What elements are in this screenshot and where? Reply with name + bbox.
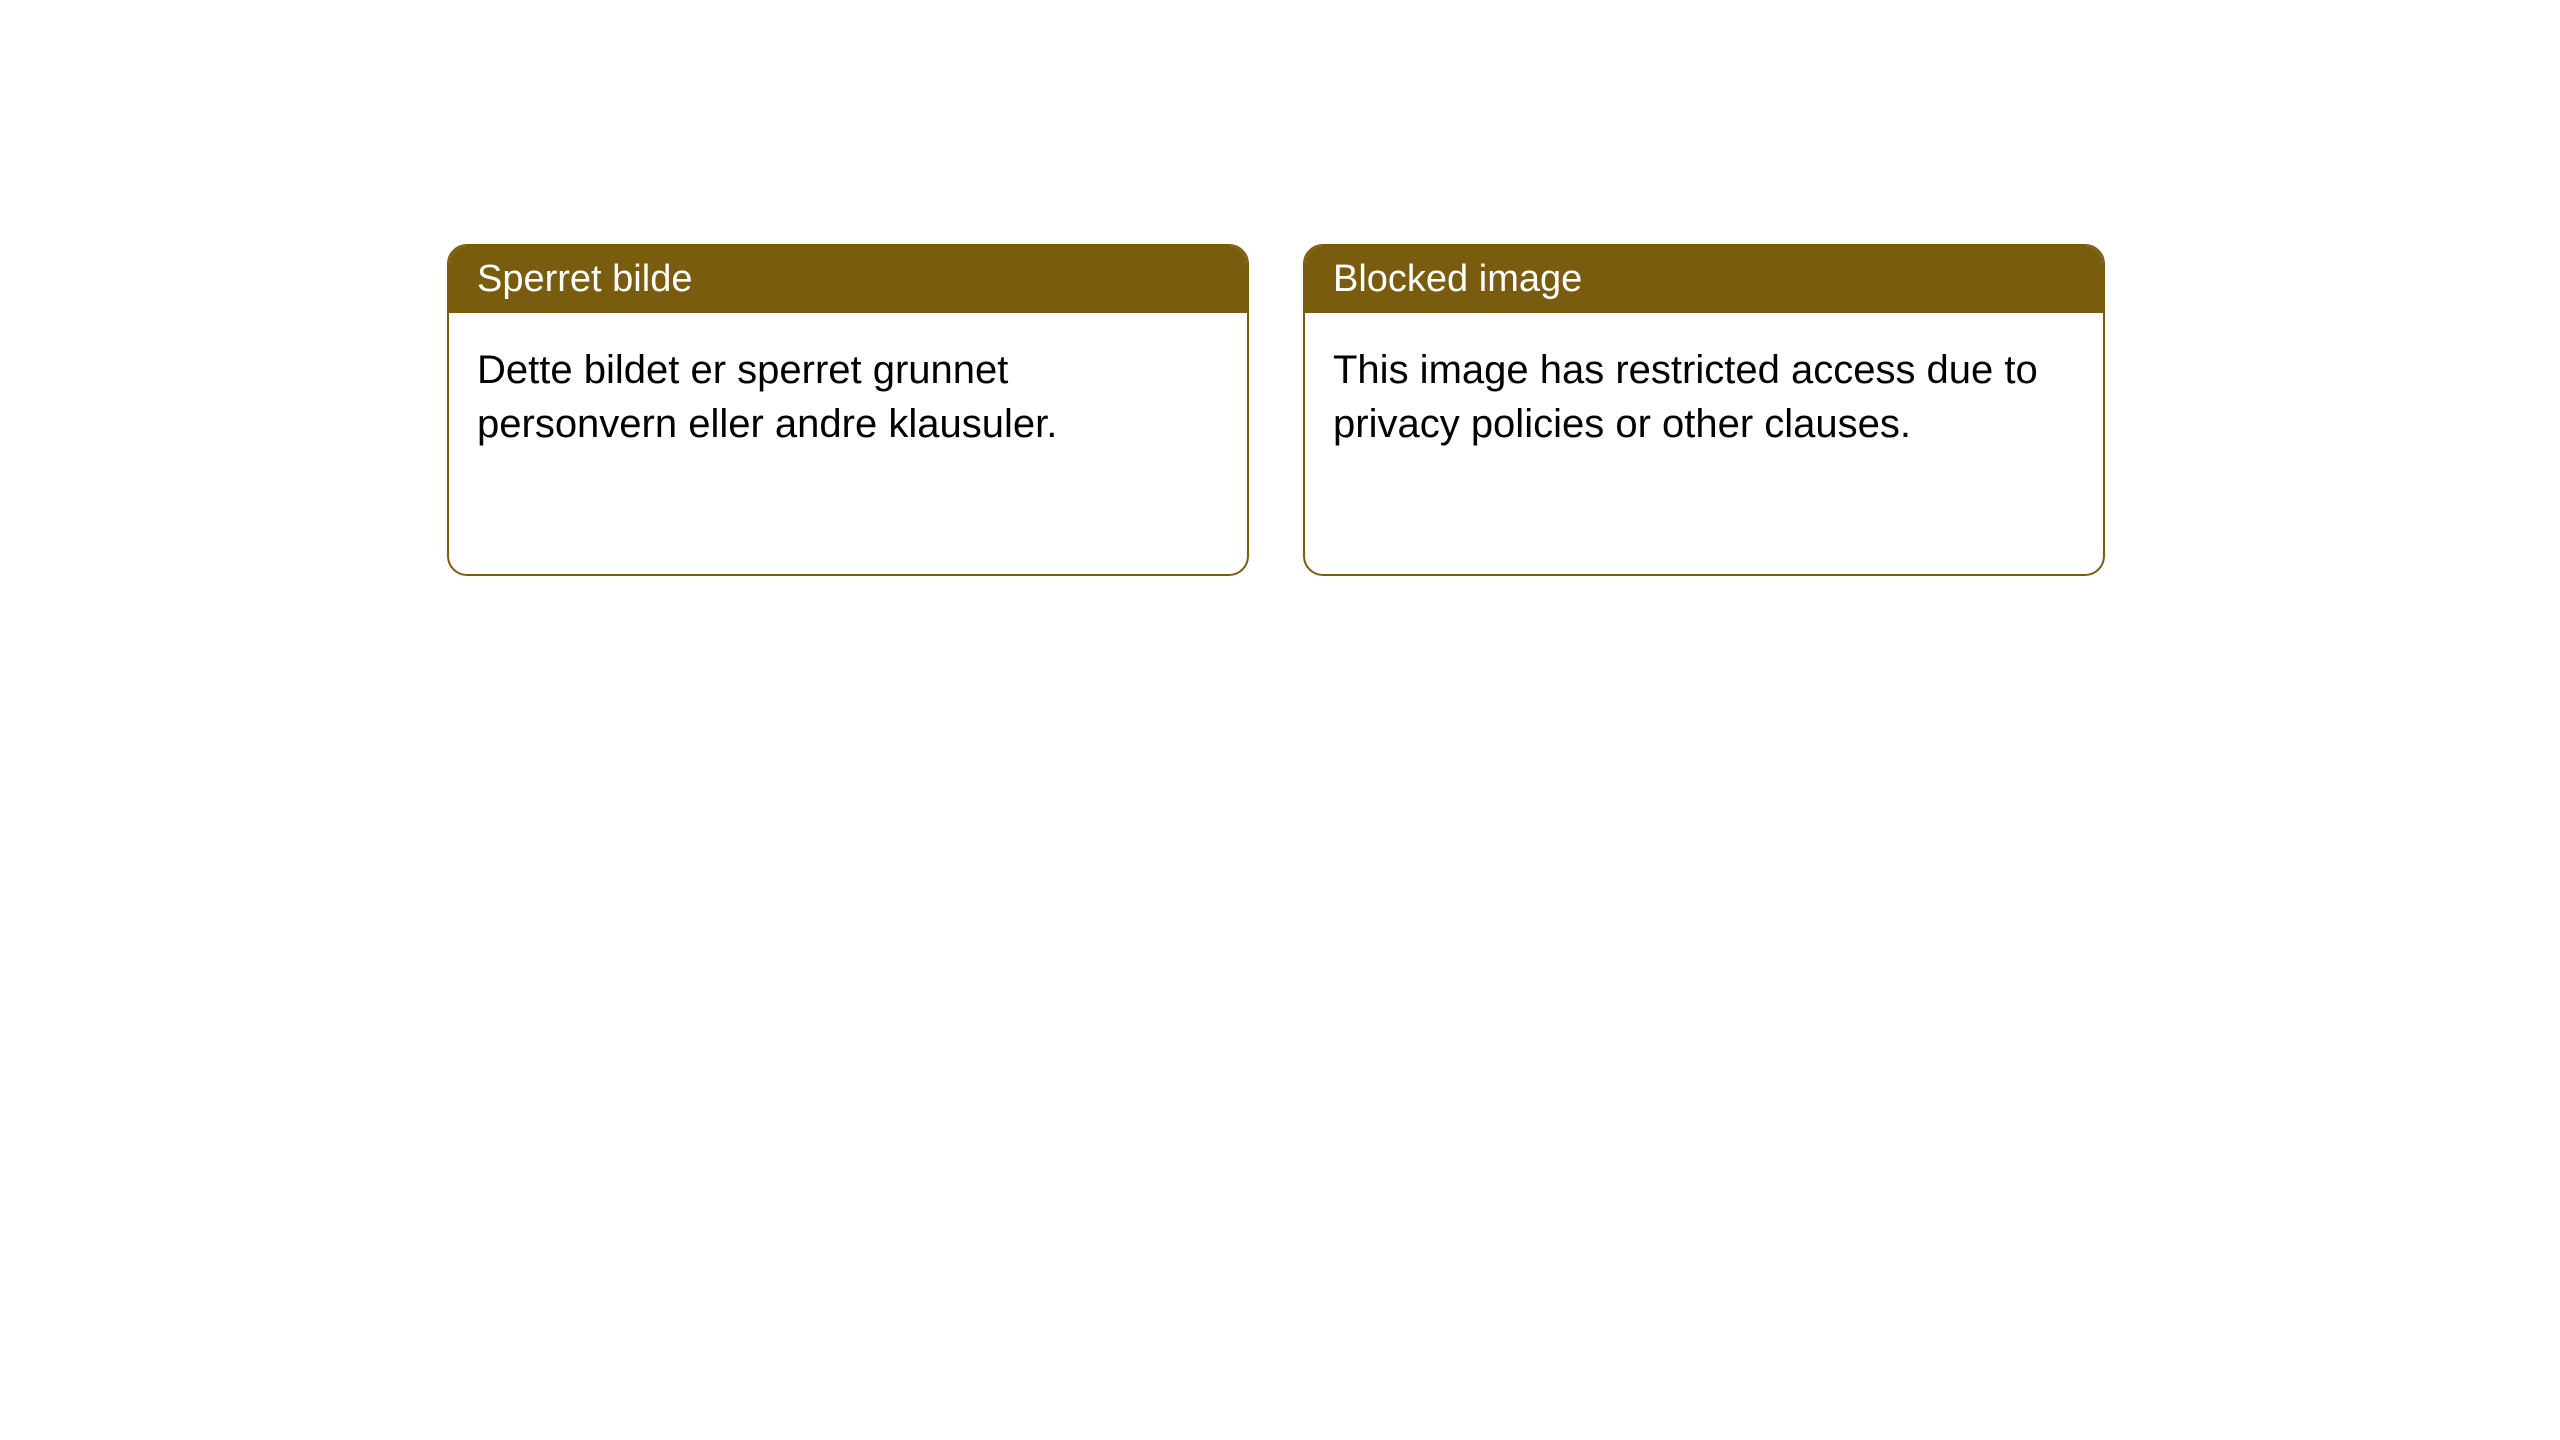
blocked-image-panel-no: Sperret bilde Dette bildet er sperret gr… [447,244,1249,576]
panel-body-en: This image has restricted access due to … [1305,313,2103,481]
panel-header-en: Blocked image [1305,246,2103,313]
panels-container: Sperret bilde Dette bildet er sperret gr… [447,244,2105,576]
panel-title-en: Blocked image [1333,258,1582,300]
panel-header-no: Sperret bilde [449,246,1247,313]
panel-message-no: Dette bildet er sperret grunnet personve… [477,348,1057,446]
panel-body-no: Dette bildet er sperret grunnet personve… [449,313,1247,481]
panel-title-no: Sperret bilde [477,258,692,300]
panel-message-en: This image has restricted access due to … [1333,348,2038,446]
blocked-image-panel-en: Blocked image This image has restricted … [1303,244,2105,576]
